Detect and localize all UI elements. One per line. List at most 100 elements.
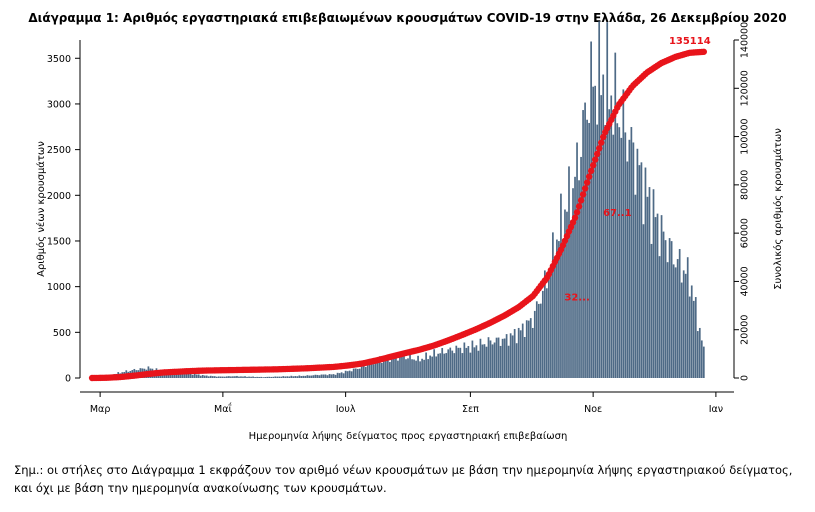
- cumulative-point: [595, 145, 603, 152]
- bar: [322, 374, 325, 378]
- bar: [584, 102, 586, 379]
- bar: [226, 376, 228, 378]
- bar: [276, 376, 279, 378]
- bar: [529, 318, 532, 378]
- cumulative-point: [579, 191, 587, 198]
- bar: [284, 376, 287, 378]
- bar: [475, 345, 478, 378]
- bar: [421, 358, 423, 378]
- bar: [507, 345, 510, 378]
- bar: [501, 338, 504, 378]
- bar: [304, 375, 307, 378]
- bar: [405, 359, 407, 378]
- bar: [211, 376, 214, 378]
- bar: [238, 376, 240, 378]
- bar: [318, 375, 321, 378]
- bar: [580, 156, 582, 378]
- bar: [232, 376, 234, 378]
- bar: [503, 338, 506, 378]
- bar: [662, 231, 665, 378]
- bar: [360, 366, 363, 378]
- bar: [656, 213, 659, 378]
- y-tick-label: 2500: [47, 145, 71, 156]
- bar: [187, 373, 190, 378]
- bar: [415, 360, 417, 378]
- bar: [469, 352, 472, 378]
- bar: [610, 95, 613, 378]
- cumulative-point: [591, 156, 599, 163]
- y-tick-label: 0: [65, 374, 71, 385]
- bar: [560, 193, 562, 378]
- bar: [203, 375, 206, 378]
- bar: [511, 335, 514, 378]
- bar: [483, 344, 486, 378]
- bar: [197, 374, 200, 378]
- bar: [330, 374, 333, 378]
- cumulative-line: [88, 48, 708, 382]
- y2-tick-label: 20000: [739, 315, 750, 345]
- bar: [266, 376, 268, 378]
- bar: [413, 359, 415, 378]
- bar: [586, 119, 588, 378]
- bar: [268, 376, 271, 378]
- bar: [372, 364, 375, 378]
- x-tick-label: Νοε: [584, 404, 602, 415]
- bar: [364, 366, 367, 378]
- chart-title: Διάγραμμα 1: Αριθμός εργαστηριακά επιβεβ…: [28, 11, 787, 25]
- y2-tick-label: 40000: [739, 266, 750, 296]
- bar: [334, 374, 337, 378]
- bar: [427, 359, 429, 378]
- bar: [248, 376, 250, 378]
- bar: [650, 243, 653, 378]
- bar: [515, 343, 518, 378]
- bar: [702, 346, 705, 378]
- bar-series: [91, 21, 705, 379]
- y-tick-label: 1500: [47, 236, 71, 247]
- bar: [346, 371, 349, 378]
- bar: [195, 374, 198, 378]
- bar: [541, 290, 544, 378]
- bar: [272, 376, 275, 378]
- bar: [497, 337, 500, 378]
- x-tick-label: Ιαν: [709, 404, 723, 415]
- bar: [222, 376, 224, 378]
- bar: [558, 241, 560, 378]
- bar: [280, 376, 283, 378]
- y-right-axis: 0 20000 40000 60000 80000 100000 120000 140000: [733, 22, 750, 381]
- cumulative-point: [573, 209, 581, 216]
- y-left-axis: 0 500 1000 1500 2000 2500 3000 3500: [47, 40, 81, 385]
- bar: [356, 368, 359, 378]
- cumulative-point: [597, 139, 605, 146]
- bar: [616, 123, 619, 378]
- bar: [604, 124, 607, 378]
- bar: [539, 303, 542, 378]
- bar: [242, 376, 244, 378]
- bar: [397, 360, 399, 378]
- bar: [316, 374, 319, 378]
- bar: [236, 375, 238, 378]
- bar: [632, 142, 635, 378]
- bar: [592, 86, 594, 379]
- cumulative-point: [700, 48, 708, 55]
- x-tick-label: Μαρ: [90, 404, 111, 415]
- bar: [696, 331, 699, 378]
- bar: [425, 352, 427, 378]
- bar: [574, 176, 576, 378]
- bar: [596, 124, 599, 378]
- bar: [459, 347, 462, 378]
- bar: [570, 220, 572, 378]
- bar: [302, 375, 305, 378]
- bar: [403, 356, 405, 378]
- chart: 0 500 1000 1500 2000 2500 3000 3500 0 20000 40000…: [35, 21, 784, 442]
- bar: [274, 376, 277, 378]
- bar: [177, 373, 180, 378]
- bar: [519, 330, 522, 378]
- bar: [489, 340, 492, 378]
- bar: [358, 368, 361, 378]
- bar: [220, 376, 222, 378]
- bar: [423, 359, 425, 378]
- bar: [628, 139, 631, 378]
- bar: [481, 344, 484, 378]
- bar: [179, 373, 182, 378]
- bar: [505, 334, 508, 378]
